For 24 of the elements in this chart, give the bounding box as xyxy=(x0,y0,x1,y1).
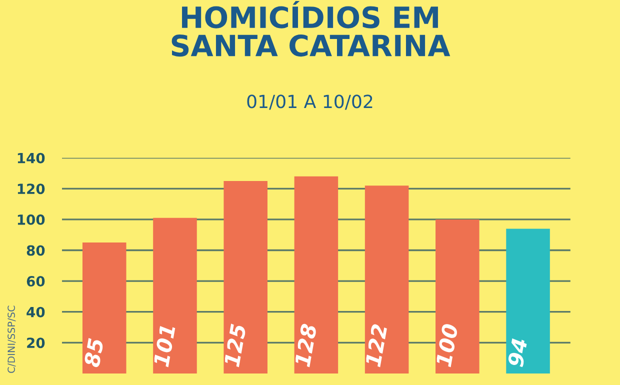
bar xyxy=(153,218,197,374)
text: C/DINI/SSP/SC xyxy=(8,306,16,373)
data-label: 100 xyxy=(435,323,458,368)
y-tick-label: 40 xyxy=(26,306,45,318)
data-label: 85 xyxy=(84,338,104,368)
y-tick-label: 100 xyxy=(18,214,45,225)
y-tick-label: 140 xyxy=(18,152,45,164)
bar xyxy=(506,228,550,374)
y-tick-label: 60 xyxy=(26,276,45,287)
data-label: 125 xyxy=(224,324,246,368)
data-label: 101 xyxy=(153,324,176,368)
data-label: 128 xyxy=(294,323,318,368)
bar xyxy=(224,180,268,374)
bar xyxy=(436,219,480,374)
chart-subtitle: 01/01 A 10/02 xyxy=(247,94,372,110)
bar xyxy=(364,186,409,374)
y-tick-label: 80 xyxy=(26,245,45,256)
y-tick-label: 20 xyxy=(27,338,45,348)
data-label: 94 xyxy=(507,338,528,368)
bar xyxy=(294,176,338,374)
y-tick-label: 120 xyxy=(18,184,45,194)
bar xyxy=(82,242,126,374)
data-label: 122 xyxy=(364,324,388,368)
chart-title: HOMICÍDIOS EM SANTA CATARINA xyxy=(172,0,450,57)
